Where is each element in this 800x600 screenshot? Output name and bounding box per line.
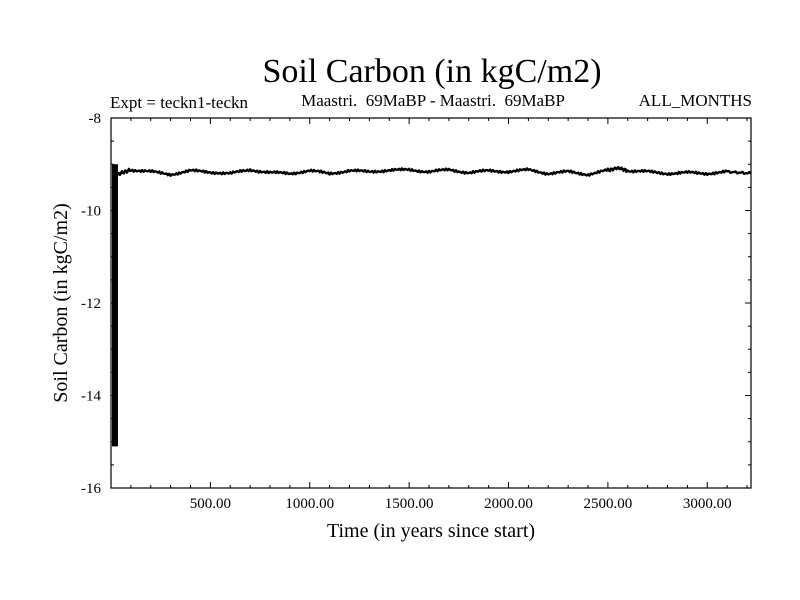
x-tick-label: 3000.00: [683, 496, 732, 512]
x-tick-label: 1500.00: [385, 496, 434, 512]
experiment-label: Expt = teckn1-teckn: [110, 93, 248, 112]
y-tick-label: -14: [81, 389, 101, 405]
y-tick-label: -12: [81, 296, 101, 312]
soil-carbon-series-line: [115, 166, 752, 177]
x-axis-label: Time (in years since start): [327, 520, 535, 542]
y-axis-label: Soil Carbon (in kgC/m2): [50, 203, 72, 402]
x-tick-label: 1000.00: [285, 496, 334, 512]
x-tick-label: 500.00: [190, 496, 231, 512]
y-tick-label: -16: [81, 481, 101, 497]
x-tick-label: 2000.00: [484, 496, 533, 512]
months-label: ALL_MONTHS: [639, 91, 752, 110]
chart-title: Soil Carbon (in kgC/m2): [262, 53, 601, 90]
x-tick-label: 2500.00: [584, 496, 633, 512]
spinup-band: [112, 164, 118, 447]
plot-frame: [110, 117, 752, 489]
plot-area: 500.00 1000.00 1500.00 2000.00 2500.00 3000.0…: [81, 111, 752, 512]
y-tick-label: -8: [89, 111, 102, 127]
period-label: Maastri. 69MaBP - Maastri. 69MaBP: [301, 91, 565, 110]
y-tick-label: -10: [81, 204, 101, 220]
